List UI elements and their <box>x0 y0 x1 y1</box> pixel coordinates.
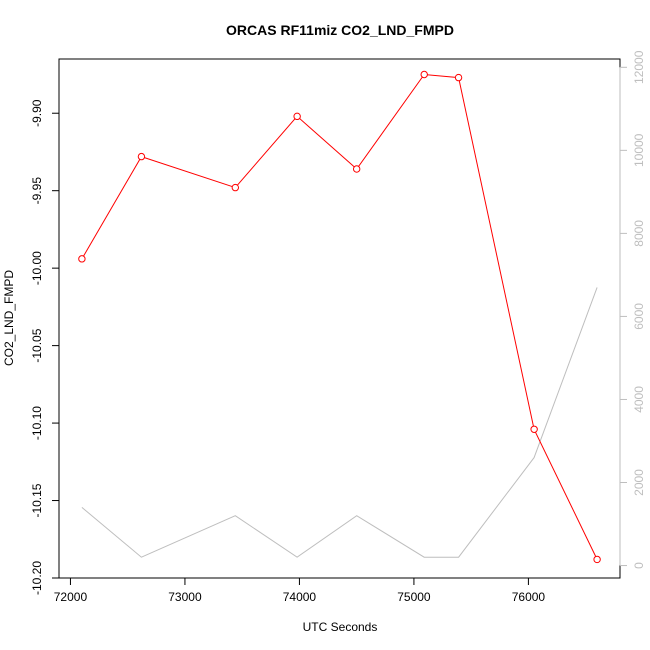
y-tick-label: -10.00 <box>30 251 44 285</box>
x-tick-label: 73000 <box>168 590 202 604</box>
y-tick-label: -9.90 <box>30 99 44 127</box>
data-point <box>137 152 146 161</box>
x-tick-label: 74000 <box>283 590 317 604</box>
y-axis-label: CO2_LND_FMPD <box>2 270 16 366</box>
data-point <box>352 165 361 173</box>
y2-tick-label: 4000 <box>632 386 646 413</box>
y-tick-label: -10.15 <box>30 483 44 517</box>
y2-tick-label: 0 <box>632 562 646 569</box>
data-point <box>231 183 240 192</box>
x-tick-label: 75000 <box>397 590 431 604</box>
plot-area-frame <box>58 58 621 579</box>
data-point <box>78 255 86 263</box>
x-axis-label: UTC Seconds <box>303 620 378 634</box>
x-tick-label: 72000 <box>54 590 88 604</box>
y2-tick-label: 8000 <box>632 220 646 247</box>
y2-tick-label: 10000 <box>632 133 646 167</box>
y-tick-label: -9.95 <box>30 177 44 205</box>
data-point <box>420 70 428 79</box>
chart-title: ORCAS RF11miz CO2_LND_FMPD <box>226 22 454 38</box>
data-point <box>593 555 601 564</box>
series-line-left <box>81 73 598 560</box>
y-axis-right: 0 2000 4000 6000 8000 10000 12000 <box>619 50 646 569</box>
data-point <box>293 112 301 121</box>
data-point <box>530 425 538 433</box>
x-axis: 72000 73000 74000 75000 76000 <box>54 577 546 604</box>
y2-tick-label: 6000 <box>632 303 646 330</box>
y-axis-left: -9.90 -9.95 -10.00 -10.05 -10.10 -10.15 -10.20 <box>30 99 60 595</box>
y-tick-label: -10.05 <box>30 328 44 362</box>
y-tick-label: -10.10 <box>30 406 44 440</box>
data-point <box>454 73 463 82</box>
x-tick-label: 76000 <box>512 590 546 604</box>
y-tick-label: -10.20 <box>30 561 44 595</box>
y2-tick-label: 2000 <box>632 469 646 496</box>
y2-tick-label: 12000 <box>632 50 646 84</box>
series-layer <box>78 70 601 564</box>
series-line-right <box>81 287 598 558</box>
